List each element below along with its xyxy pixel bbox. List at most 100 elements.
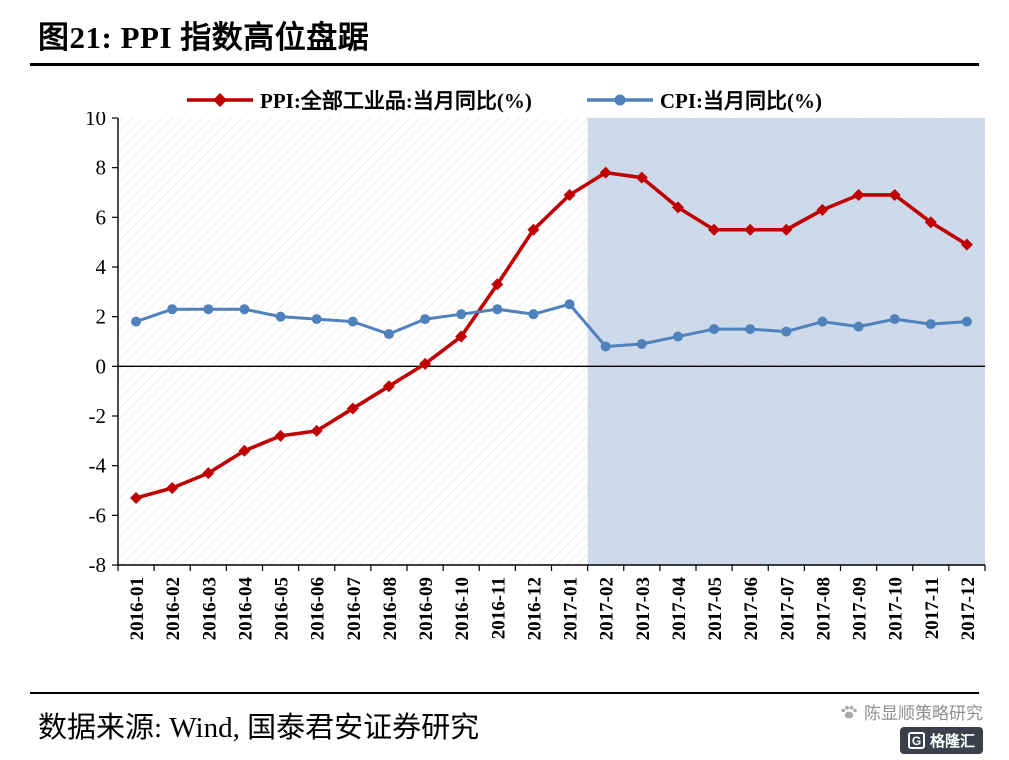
- plot-hatch-background: [118, 118, 985, 565]
- ppi-marker: [924, 216, 937, 229]
- x-axis-ticks: [117, 565, 986, 571]
- svg-text:-4: -4: [89, 454, 107, 478]
- svg-text:2017-05: 2017-05: [705, 577, 726, 640]
- cpi-marker: [781, 326, 792, 337]
- cpi-marker: [203, 304, 214, 315]
- cpi-marker: [636, 338, 647, 349]
- cpi-marker: [853, 321, 864, 332]
- ppi-marker: [238, 444, 251, 457]
- svg-text:2016-05: 2016-05: [272, 577, 293, 640]
- data-source-note: 数据来源: Wind, 国泰君安证券研究: [38, 712, 480, 744]
- svg-text:2016-10: 2016-10: [452, 577, 473, 640]
- cpi-marker: [961, 316, 972, 327]
- svg-text:2017-08: 2017-08: [813, 577, 834, 640]
- gelonghui-logo: G 格隆汇: [899, 727, 983, 754]
- cpi-marker: [131, 316, 142, 327]
- ppi-marker: [310, 424, 323, 437]
- cpi-marker: [600, 341, 611, 352]
- cpi-marker: [239, 304, 250, 315]
- title-divider: [30, 63, 979, 66]
- ppi-marker: [960, 238, 973, 251]
- watermark-text: 陈显顺策略研究: [864, 704, 983, 723]
- ppi-marker: [274, 429, 287, 442]
- x-axis-labels: 2016-01 2016-02 2016-03 2016-04 2016-05 2016-…: [127, 577, 979, 641]
- svg-text:2016-04: 2016-04: [235, 577, 256, 641]
- svg-text:2016-11: 2016-11: [488, 577, 509, 639]
- ppi-marker: [202, 467, 215, 480]
- cpi-marker: [528, 309, 539, 320]
- svg-text:4: 4: [96, 255, 107, 279]
- ppi-marker: [708, 223, 721, 236]
- svg-text:2017-11: 2017-11: [922, 577, 943, 639]
- watermark: 陈显顺策略研究: [840, 699, 983, 724]
- ppi-marker: [635, 171, 648, 184]
- paw-icon: [841, 705, 857, 718]
- cpi-marker: [745, 324, 756, 335]
- footer-divider: [30, 692, 979, 694]
- svg-text:2017-07: 2017-07: [777, 577, 798, 641]
- cpi-marker: [889, 314, 900, 325]
- svg-text:2017-03: 2017-03: [633, 577, 654, 640]
- svg-text:-8: -8: [89, 553, 107, 577]
- cpi-marker: [817, 316, 828, 327]
- cpi-marker: [564, 299, 575, 310]
- svg-text:2: 2: [96, 305, 107, 329]
- cpi-marker: [420, 314, 431, 325]
- svg-text:2017-09: 2017-09: [850, 577, 871, 640]
- svg-text:2017-02: 2017-02: [597, 577, 618, 640]
- ppi-marker: [455, 330, 468, 343]
- ppi-marker: [382, 380, 395, 393]
- svg-text:10: 10: [85, 112, 106, 130]
- svg-text:2016-06: 2016-06: [308, 577, 329, 640]
- ppi-marker: [563, 188, 576, 201]
- svg-text:2016-03: 2016-03: [199, 577, 220, 640]
- ppi-marker: [419, 357, 432, 370]
- svg-text:6: 6: [96, 205, 107, 229]
- legend-label-cpi: CPI:当月同比(%): [659, 89, 822, 113]
- svg-text:2016-02: 2016-02: [163, 577, 184, 640]
- y-axis-labels: 10 8 6 4 2 0 -2 -4 -6 -8: [85, 112, 118, 577]
- svg-text:0: 0: [96, 354, 107, 378]
- chart-legend: PPI:全部工业品:当月同比(%) CPI:当月同比(%): [0, 85, 1009, 115]
- logo-text: 格隆汇: [929, 733, 975, 750]
- ppi-legend-marker-icon: [187, 93, 254, 107]
- cpi-marker: [925, 319, 936, 330]
- page-title: 图21: PPI 指数高位盘踞: [38, 20, 370, 55]
- logo-g-icon: G: [907, 732, 925, 749]
- svg-text:-2: -2: [89, 404, 107, 428]
- ppi-marker: [166, 482, 179, 495]
- cpi-marker: [383, 329, 394, 340]
- svg-text:2016-07: 2016-07: [344, 577, 365, 641]
- svg-text:2016-08: 2016-08: [380, 577, 401, 640]
- ppi-marker: [491, 278, 504, 291]
- cpi-marker: [347, 316, 358, 327]
- ppi-marker: [599, 166, 612, 179]
- svg-text:2017-04: 2017-04: [669, 577, 690, 641]
- cpi-marker: [492, 304, 503, 315]
- cpi-marker: [672, 331, 683, 342]
- legend-label-ppi: PPI:全部工业品:当月同比(%): [260, 89, 532, 113]
- cpi-marker: [275, 311, 286, 322]
- cpi-marker: [709, 324, 720, 335]
- ppi-series-line: [135, 170, 968, 500]
- ppi-marker: [346, 402, 359, 415]
- series-layer: [130, 166, 973, 504]
- cpi-series-line: [135, 302, 968, 348]
- svg-text:2017-10: 2017-10: [886, 577, 907, 640]
- cpi-legend-marker-icon: [586, 94, 653, 106]
- ppi-marker: [527, 223, 540, 236]
- legend-item-ppi: PPI:全部工业品:当月同比(%): [187, 85, 532, 115]
- ppi-marker: [816, 203, 829, 216]
- svg-text:2016-09: 2016-09: [416, 577, 437, 640]
- svg-text:2017-01: 2017-01: [561, 577, 582, 640]
- cpi-marker: [311, 314, 322, 325]
- svg-text:8: 8: [96, 156, 107, 180]
- svg-text:2016-12: 2016-12: [524, 577, 545, 640]
- cpi-marker: [167, 304, 178, 315]
- ppi-marker: [780, 223, 793, 236]
- svg-text:2016-01: 2016-01: [127, 577, 148, 640]
- svg-text:-6: -6: [89, 503, 107, 527]
- legend-item-cpi: CPI:当月同比(%): [586, 85, 822, 115]
- svg-text:2017-12: 2017-12: [958, 577, 979, 640]
